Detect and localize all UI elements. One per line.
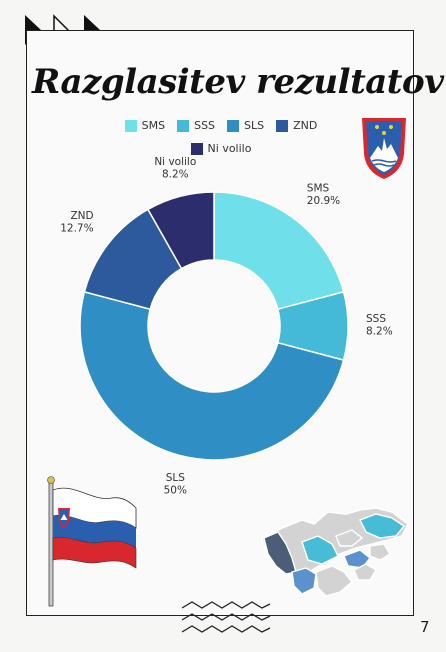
slice-label: SSS 8.2%	[366, 313, 393, 338]
legend-swatch	[124, 119, 137, 132]
regional-map-icon	[261, 507, 410, 597]
donut-slice-sls	[79, 290, 345, 461]
legend-item-ni-volilo: Ni volilo	[190, 142, 252, 155]
legend-item-sss: SSS	[177, 119, 215, 132]
legend-label: SLS	[244, 119, 265, 132]
slovenia-flag-icon	[47, 476, 137, 607]
legend-swatch	[177, 119, 190, 132]
legend-label: ZND	[293, 119, 318, 132]
legend-item-sls: SLS	[227, 119, 264, 132]
legend-swatch	[227, 119, 240, 132]
donut-slice-sms	[213, 191, 345, 311]
legend-label: SMS	[141, 119, 166, 132]
slice-label: SLS 50%	[164, 472, 187, 497]
legend-item-sms: SMS	[124, 119, 166, 132]
coat-of-arms-icon	[362, 118, 406, 179]
chart-legend: SMS SSS SLS ZND Ni volilo	[110, 119, 332, 165]
page-number: 7	[420, 618, 430, 636]
donut-slice-ni-volilo	[146, 191, 215, 270]
legend-swatch	[276, 119, 289, 132]
slice-label: ZND 12.7%	[60, 210, 93, 235]
legend-label: SSS	[194, 119, 216, 132]
slice-label: Ni volilo 8.2%	[154, 156, 196, 181]
slice-label: SMS 20.9%	[307, 183, 340, 208]
legend-swatch	[190, 142, 203, 155]
legend-item-znd: ZND	[276, 119, 317, 132]
zigzag-decoration-icon	[181, 601, 271, 633]
legend-label: Ni volilo	[207, 142, 252, 155]
chart-title: Razglasitev rezultatov	[32, 62, 444, 102]
